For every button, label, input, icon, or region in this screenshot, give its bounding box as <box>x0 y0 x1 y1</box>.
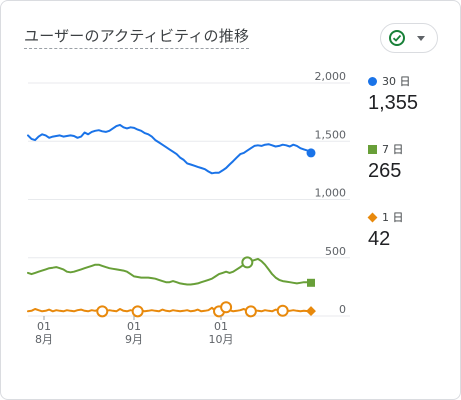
square-marker-icon <box>368 144 377 154</box>
y-tick-label: 0 <box>339 303 346 316</box>
diamond-marker-icon <box>367 212 378 222</box>
chart-options-button[interactable] <box>380 23 438 53</box>
series-end-marker <box>307 278 315 287</box>
series-end-marker <box>306 148 316 158</box>
y-tick-label: 2,000 <box>315 70 347 83</box>
x-tick-month: 8月 <box>35 333 53 346</box>
annotation-marker <box>131 305 144 318</box>
y-tick-label: 1,500 <box>315 128 347 141</box>
chart-annotation-markers <box>96 256 289 318</box>
x-tick-month: 10月 <box>209 333 234 346</box>
check-circle-icon <box>389 30 405 46</box>
annotation-marker <box>96 305 109 318</box>
chart-grid <box>28 82 350 317</box>
legend-1d-value: 42 <box>368 228 391 250</box>
y-axis-labels: 2,000 1,500 1,000 500 0 <box>315 70 347 316</box>
series-line <box>27 257 312 286</box>
legend-7d-label: 7 日 <box>382 143 404 156</box>
x-tick-month: 9月 <box>125 333 143 346</box>
card-title[interactable]: ユーザーのアクティビティの推移 <box>24 25 250 49</box>
x-tick-day: 01 <box>214 320 228 333</box>
legend-7d-value: 265 <box>368 160 402 182</box>
chevron-down-icon <box>417 35 425 41</box>
x-tick-day: 01 <box>37 320 51 333</box>
y-tick-label: 1,000 <box>315 187 347 200</box>
series-line <box>27 306 312 313</box>
series-line <box>27 123 312 175</box>
chart-series <box>27 123 316 317</box>
legend-30d-value: 1,355 <box>368 92 419 114</box>
annotation-marker <box>241 256 254 269</box>
annotation-marker <box>220 301 233 314</box>
annotation-marker <box>276 304 289 317</box>
series-end-marker <box>306 306 316 317</box>
legend-30d-label: 30 日 <box>382 75 411 88</box>
circle-marker-icon <box>368 76 377 86</box>
x-tick-day: 01 <box>127 320 141 333</box>
annotation-marker <box>244 305 257 318</box>
legend-1d[interactable]: 1 日 42 <box>367 210 453 251</box>
legend-30d[interactable]: 30 日 1,355 <box>368 74 453 115</box>
y-tick-label: 500 <box>325 245 346 258</box>
legend-1d-label: 1 日 <box>382 211 404 224</box>
legend-7d[interactable]: 7 日 265 <box>368 142 453 183</box>
